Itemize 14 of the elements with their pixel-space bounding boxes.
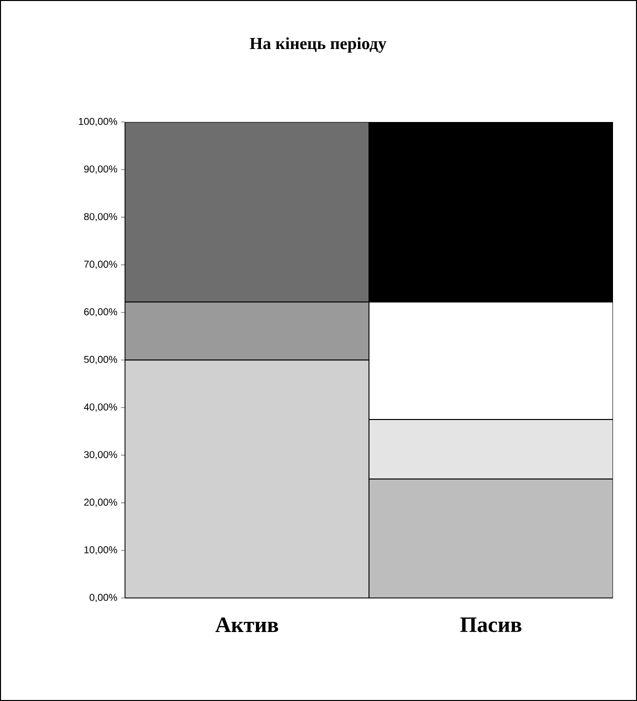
y-tick-label: 60,00% <box>84 308 118 317</box>
y-tick-label: 0,00% <box>90 594 118 602</box>
y-tick-label: 90,00% <box>84 165 118 174</box>
y-tick-label: 30,00% <box>84 451 118 460</box>
chart-title: На кінець періоду <box>250 37 386 53</box>
y-tick-label: 80,00% <box>84 213 118 222</box>
x-tick-label: Актив <box>215 618 278 632</box>
x-tick-label: Пасив <box>460 618 522 632</box>
y-tick-label: 10,00% <box>84 546 118 555</box>
y-tick-label: 70,00% <box>84 260 118 269</box>
y-tick-label: 100,00% <box>78 118 118 126</box>
y-tick-label: 20,00% <box>84 498 118 507</box>
y-tick-label: 40,00% <box>84 403 118 412</box>
y-tick-label: 50,00% <box>84 356 118 364</box>
